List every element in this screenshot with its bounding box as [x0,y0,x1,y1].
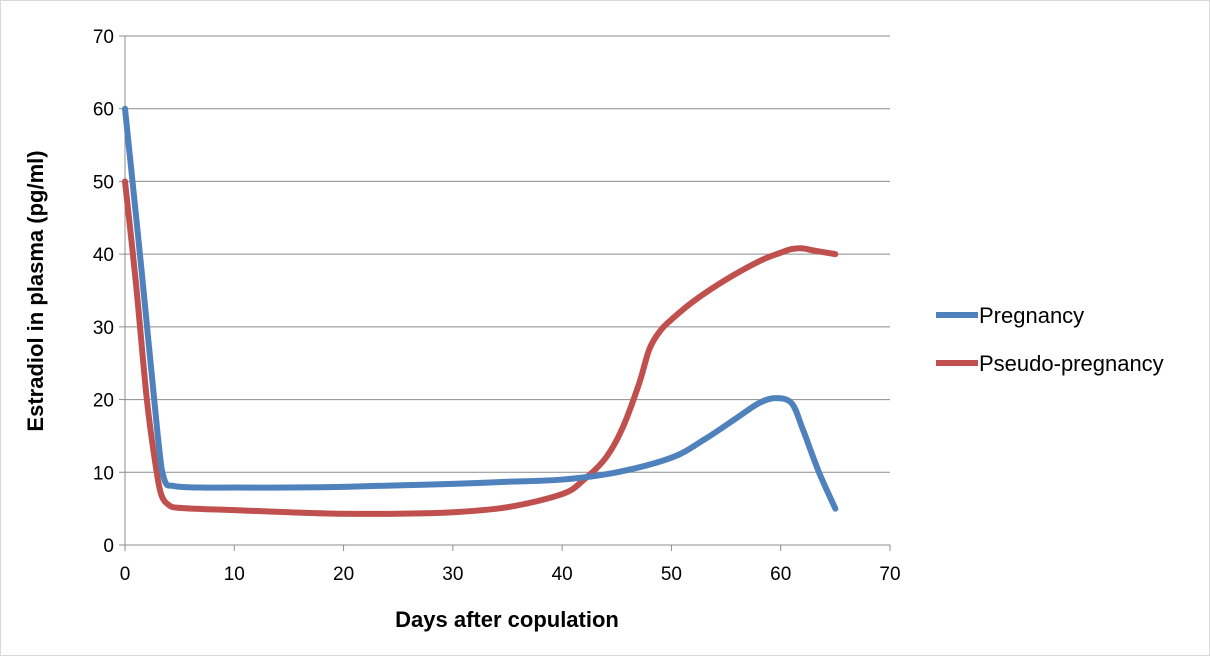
y-tick-label: 60 [93,100,114,121]
series-line-pseudo-pregnancy [122,178,839,517]
legend-item-pregnancy: Pregnancy [936,303,1084,328]
series-lines [122,105,839,517]
x-tick-labels: 0 10 20 30 40 50 60 70 [120,564,901,585]
x-tick-label: 40 [552,564,573,585]
legend-label-pregnancy: Pregnancy [979,303,1084,328]
y-tick-label: 20 [93,391,114,412]
y-tick-labels: 0 10 20 30 40 50 60 70 [93,27,114,557]
y-tick-label: 30 [93,318,114,339]
legend: Pregnancy Pseudo-pregnancy [936,303,1164,376]
series-line-pregnancy [122,105,839,512]
y-tick-label: 10 [93,463,114,484]
x-tick-label: 60 [770,564,791,585]
x-tick-label: 20 [333,564,354,585]
x-axis-title: Days after copulation [395,607,619,632]
y-tick-label: 70 [93,27,114,48]
axes [119,35,891,551]
y-tick-label: 50 [93,172,114,193]
x-tick-label: 50 [661,564,682,585]
legend-label-pseudo-pregnancy: Pseudo-pregnancy [979,351,1164,376]
x-tick-label: 30 [442,564,463,585]
x-tick-label: 10 [224,564,245,585]
legend-item-pseudo-pregnancy: Pseudo-pregnancy [936,351,1164,376]
gridlines [125,35,890,473]
y-tick-label: 40 [93,245,114,266]
y-tick-label: 0 [103,536,114,557]
y-axis-title: Estradiol in plasma (pg/ml) [23,150,48,431]
x-tick-label: 70 [879,564,900,585]
x-tick-label: 0 [120,564,131,585]
